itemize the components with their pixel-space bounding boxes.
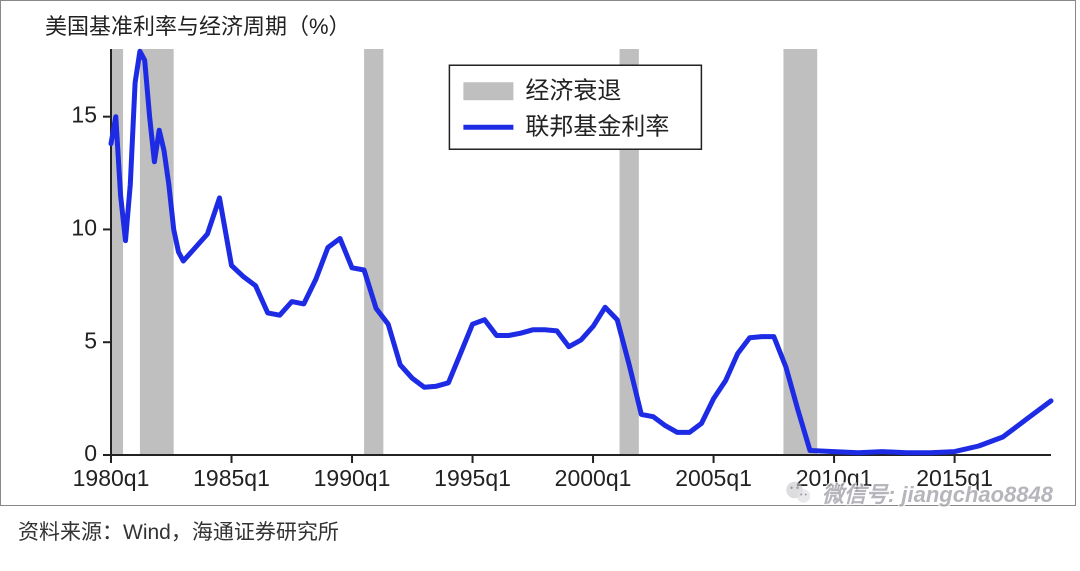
wechat-icon: [784, 478, 814, 508]
x-tick-label: 1980q1: [73, 465, 150, 491]
x-tick-label: 2005q1: [675, 465, 752, 491]
chart-svg: 0 5 10 15 1980q1 1985q1 1990q1 1995q1 2000q1 2005…: [61, 45, 1061, 505]
chart-title: 美国基准利率与经济周期（%）: [1, 1, 1075, 45]
watermark-text: 微信号: jiangchao8848: [822, 477, 1053, 509]
recession-band: [111, 49, 123, 455]
source-line: 资料来源：Wind，海通证券研究所: [0, 506, 1080, 556]
chart-container: 美国基准利率与经济周期（%） 0 5 10 15 1980q1 1985q1 1990q1 1…: [0, 0, 1076, 506]
y-tick-label: 5: [84, 327, 97, 353]
legend-label: 联邦基金利率: [525, 114, 669, 141]
legend-label: 经济衰退: [525, 78, 621, 105]
x-tick-label: 2000q1: [555, 465, 632, 491]
legend-marker-bar: [463, 82, 513, 100]
watermark: 微信号: jiangchao8848: [784, 477, 1053, 509]
chart-plot-area: 0 5 10 15 1980q1 1985q1 1990q1 1995q1 2000q1 2005…: [61, 45, 1063, 505]
x-tick-label: 1985q1: [193, 465, 270, 491]
x-tick-label: 1990q1: [314, 465, 391, 491]
y-tick-label: 0: [84, 440, 97, 466]
x-tick-label: 1995q1: [434, 465, 511, 491]
y-tick-label: 10: [71, 215, 97, 241]
recession-band: [140, 49, 174, 455]
recession-band: [364, 49, 383, 455]
y-tick-label: 15: [71, 102, 97, 128]
recession-band: [783, 49, 817, 455]
